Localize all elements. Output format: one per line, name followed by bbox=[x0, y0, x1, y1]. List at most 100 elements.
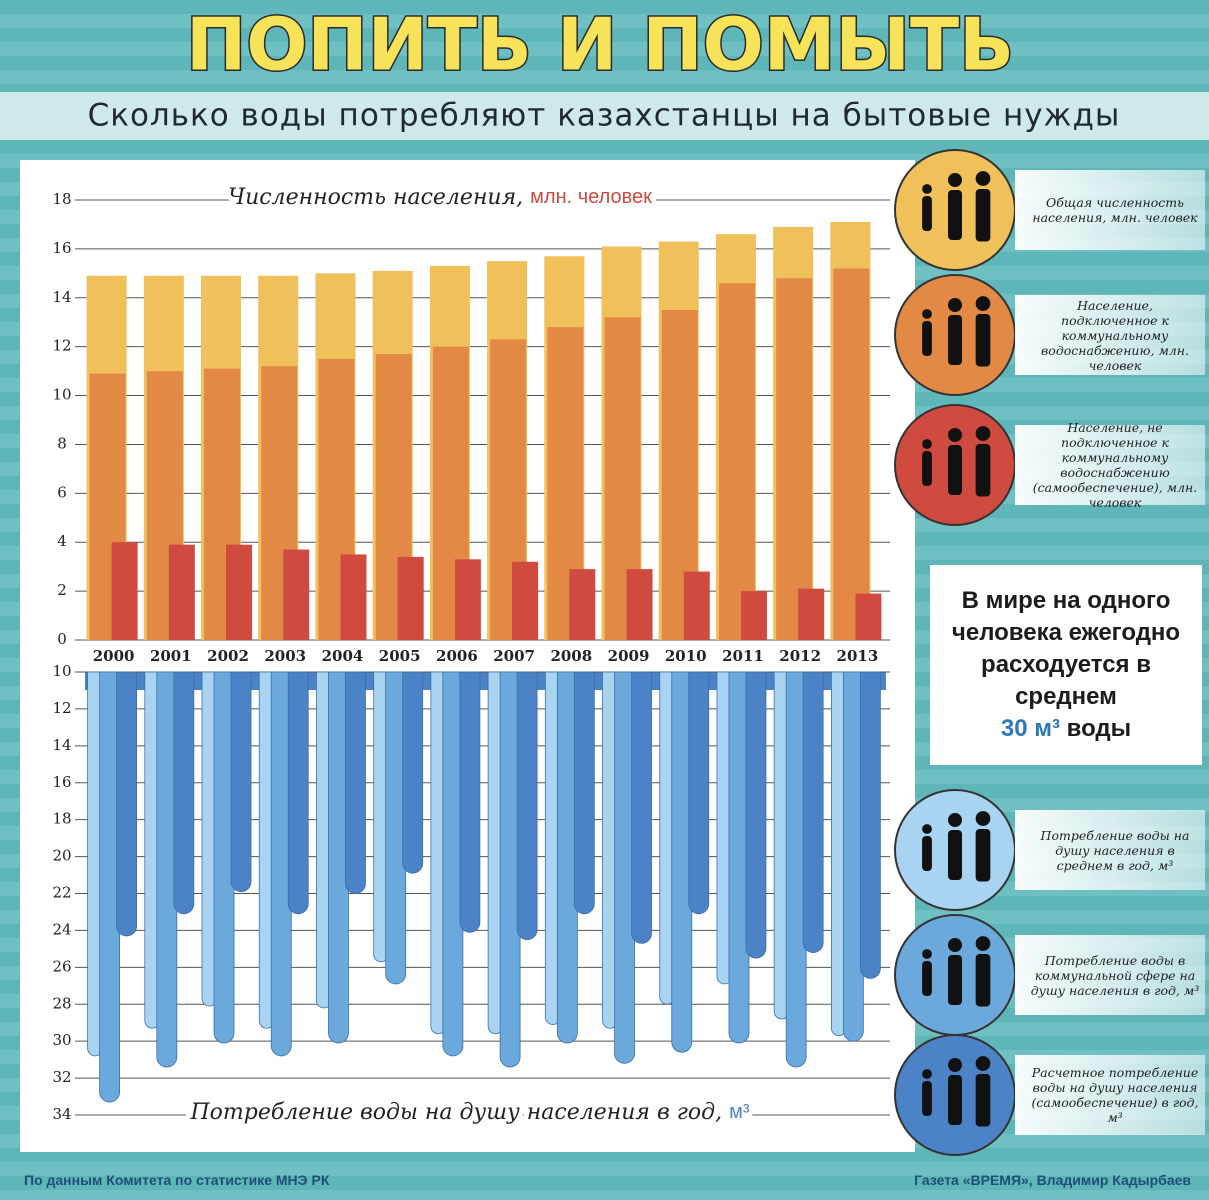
y-tick-label: 18 bbox=[52, 190, 71, 208]
drip-bar bbox=[859, 671, 881, 979]
y-tick-label: 16 bbox=[52, 773, 71, 791]
note-text: воды bbox=[1066, 715, 1132, 742]
icon-head bbox=[948, 938, 962, 952]
bar bbox=[512, 561, 539, 640]
bar bbox=[397, 556, 424, 640]
icon-body bbox=[922, 1081, 932, 1116]
drip-bar bbox=[499, 671, 521, 1068]
note-text: В мире на одного человека ежегодно расхо… bbox=[951, 587, 1181, 710]
drip-bar bbox=[745, 671, 767, 959]
bar bbox=[683, 571, 710, 640]
drip-bar bbox=[270, 671, 292, 1057]
y-tick-label: 20 bbox=[52, 847, 71, 865]
icon-body bbox=[975, 1074, 991, 1127]
icon-head bbox=[975, 171, 991, 186]
x-tick-label: 2006 bbox=[436, 647, 478, 665]
drip-bar bbox=[213, 671, 235, 1044]
title-unit: м³ bbox=[729, 1101, 750, 1123]
drip-bar bbox=[459, 671, 481, 933]
note-value: 30 м³ bbox=[1000, 715, 1060, 742]
drip-bar bbox=[173, 671, 195, 915]
icon-body bbox=[948, 190, 962, 240]
legend-box bbox=[1015, 935, 1205, 1015]
icon-head bbox=[948, 173, 962, 187]
x-tick-label: 2002 bbox=[207, 647, 249, 665]
drip-bar bbox=[573, 671, 595, 915]
legend-box bbox=[1015, 1055, 1205, 1135]
y-tick-label: 2 bbox=[57, 581, 67, 599]
x-tick-label: 2012 bbox=[779, 647, 821, 665]
drip-bar bbox=[614, 671, 635, 1064]
bar bbox=[454, 559, 481, 640]
y-tick-label: 0 bbox=[57, 630, 67, 648]
title-text: Потребление воды на душу населения в год… bbox=[189, 1100, 722, 1125]
credit: Газета «ВРЕМЯ», Владимир Кадырбаев bbox=[914, 1172, 1191, 1188]
x-tick-label: 2013 bbox=[837, 647, 879, 665]
y-tick-label: 26 bbox=[52, 957, 71, 975]
icon-head bbox=[922, 184, 932, 194]
title-text: Численность населения, bbox=[228, 185, 523, 210]
legend-label: Потребление воды на душу населения в сре… bbox=[1040, 827, 1190, 873]
page-title: ПОПИТЬ И ПОМЫТЬ bbox=[186, 3, 1014, 87]
legend-label: Население, подключенное к коммунальному … bbox=[1041, 297, 1189, 373]
icon-head bbox=[948, 298, 962, 312]
y-tick-label: 24 bbox=[52, 920, 71, 938]
x-tick-label: 2000 bbox=[93, 647, 135, 665]
icon-body bbox=[922, 321, 932, 356]
icon-body bbox=[948, 445, 962, 495]
drip-bar bbox=[728, 671, 750, 1044]
y-tick-label: 32 bbox=[52, 1068, 71, 1086]
bar bbox=[626, 569, 653, 640]
drip-bar bbox=[556, 671, 578, 1044]
title-unit: млн. человек bbox=[530, 186, 652, 208]
drip-bar bbox=[802, 671, 824, 953]
icon-head bbox=[922, 1069, 932, 1079]
drip-bar bbox=[328, 671, 349, 1044]
icon-head bbox=[922, 439, 932, 449]
y-tick-label: 12 bbox=[52, 337, 71, 355]
x-tick-label: 2009 bbox=[608, 647, 650, 665]
icon-body bbox=[922, 451, 932, 486]
y-tick-label: 14 bbox=[52, 736, 71, 754]
legend-label: Потребление воды в коммунальной сфере на… bbox=[1030, 952, 1200, 998]
drip-bar bbox=[402, 671, 424, 874]
x-tick-label: 2004 bbox=[322, 647, 364, 665]
x-tick-label: 2008 bbox=[550, 647, 592, 665]
legend-box bbox=[1015, 295, 1205, 375]
x-tick-label: 2003 bbox=[264, 647, 306, 665]
legend-label: Население, не подключенное к коммунально… bbox=[1032, 420, 1198, 510]
bar bbox=[740, 591, 767, 640]
bar bbox=[833, 268, 870, 640]
drip-bar bbox=[345, 671, 366, 894]
icon-body bbox=[975, 444, 991, 497]
drip-bar bbox=[688, 671, 710, 915]
icon-body bbox=[948, 1075, 962, 1125]
bar bbox=[226, 544, 253, 640]
drip-bar bbox=[99, 671, 121, 1103]
y-tick-label: 8 bbox=[57, 434, 67, 452]
y-tick-label: 16 bbox=[52, 239, 71, 257]
y-tick-label: 30 bbox=[52, 1031, 71, 1049]
icon-head bbox=[975, 811, 991, 826]
y-tick-label: 10 bbox=[52, 662, 71, 680]
y-tick-label: 10 bbox=[52, 386, 71, 404]
icon-head bbox=[975, 426, 991, 441]
y-tick-label: 34 bbox=[52, 1105, 71, 1123]
drip-bar bbox=[516, 671, 538, 941]
legend-box bbox=[1015, 170, 1205, 250]
drip-bar bbox=[230, 671, 252, 893]
chart-title: Численность населения, млн. человек bbox=[228, 185, 652, 210]
x-tick-label: 2005 bbox=[379, 647, 421, 665]
drip-bar bbox=[671, 671, 693, 1053]
drip-bar bbox=[287, 671, 309, 915]
drip-bar bbox=[842, 671, 864, 1042]
drip-bar bbox=[156, 671, 178, 1068]
icon-head bbox=[975, 296, 991, 311]
bar bbox=[111, 542, 138, 640]
icon-head bbox=[922, 309, 932, 319]
icon-head bbox=[922, 949, 932, 959]
icon-head bbox=[948, 813, 962, 827]
legend-box bbox=[1015, 425, 1205, 505]
